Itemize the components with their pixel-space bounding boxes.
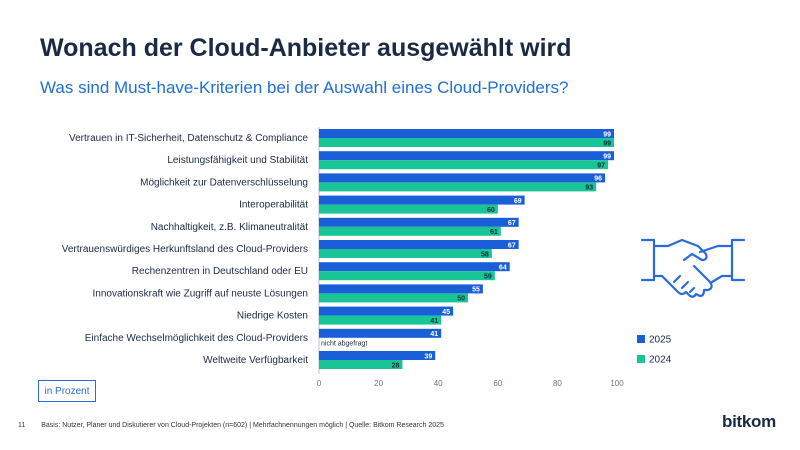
x-tick-label: 60 <box>493 379 502 388</box>
category-label: Niedrige Kosten <box>237 311 308 322</box>
data-label: 96 <box>594 176 602 183</box>
bar-2025 <box>319 217 519 227</box>
page-subtitle: Was sind Must-have-Kriterien bei der Aus… <box>40 78 569 97</box>
data-label: 41 <box>430 331 438 338</box>
bar-2025 <box>319 284 483 294</box>
data-label: 45 <box>442 309 450 316</box>
data-label: 99 <box>603 131 611 138</box>
category-label: Leistungsfähigkeit und Stabilität <box>167 155 308 166</box>
category-label: Innovationskraft wie Zugriff auf neuste … <box>92 288 308 299</box>
bar-2024 <box>319 293 468 303</box>
x-tick-label: 40 <box>434 379 443 388</box>
bar-2025 <box>319 173 606 183</box>
category-label: Vertrauen in IT-Sicherheit, Datenschutz … <box>69 133 308 144</box>
category-label: Einfache Wechselmöglichkeit des Cloud-Pr… <box>85 333 308 344</box>
data-label: 61 <box>490 229 498 236</box>
unit-label: in Prozent <box>38 380 96 402</box>
bitkom-logo: bitkom <box>722 412 776 431</box>
category-label: Interoperabilität <box>239 200 308 211</box>
bar-2024 <box>319 249 492 258</box>
bar-2024 <box>319 271 495 281</box>
data-label: 50 <box>457 296 465 303</box>
data-label: 93 <box>585 185 593 192</box>
category-label: Nachhaltigkeit, z.B. Klimaneutralität <box>151 222 309 233</box>
bar-2024 <box>319 226 501 236</box>
data-label: 67 <box>508 242 516 249</box>
bar-2024 <box>319 160 609 170</box>
category-label: Rechenzentren in Deutschland oder EU <box>132 266 308 277</box>
bar-2025 <box>319 129 615 138</box>
data-label: 69 <box>514 198 522 205</box>
data-label: 97 <box>597 163 605 170</box>
bar-2025 <box>319 351 436 360</box>
footer: 11 Basis: Nutzer, Planer und Diskutierer… <box>18 422 444 429</box>
bar-2024 <box>319 138 615 147</box>
data-label: 99 <box>603 154 611 161</box>
x-tick-label: 100 <box>610 379 624 388</box>
data-label: 64 <box>499 265 507 272</box>
x-tick-label: 0 <box>317 379 322 388</box>
category-label: Weltweite Verfügbarkeit <box>203 355 308 366</box>
bar-2025 <box>319 195 525 205</box>
bar-2024 <box>319 182 597 192</box>
x-tick-label: 20 <box>374 379 383 388</box>
handshake-icon <box>640 238 746 298</box>
legend-swatch-2024 <box>637 355 645 363</box>
data-label: 41 <box>430 318 438 325</box>
page-title: Wonach der Cloud-Anbieter ausgewählt wir… <box>40 34 572 62</box>
bar-2025 <box>319 262 510 272</box>
legend-label: 2024 <box>649 355 672 366</box>
bar-2025 <box>319 306 454 316</box>
bar-2025 <box>319 240 519 249</box>
data-label: 28 <box>392 362 400 369</box>
data-label: 59 <box>484 274 492 281</box>
data-label: 99 <box>603 140 611 147</box>
bar-2024 <box>319 315 442 325</box>
data-label: 58 <box>481 251 489 258</box>
data-label: 67 <box>508 220 516 227</box>
bar-2024 <box>319 360 403 369</box>
page-number: 11 <box>18 422 26 429</box>
legend-swatch-2025 <box>637 335 645 343</box>
x-tick-label: 80 <box>553 379 562 388</box>
category-label: Vertrauenswürdiges Herkunftsland des Clo… <box>62 244 308 255</box>
data-label: 60 <box>487 207 495 214</box>
footer-note: Basis: Nutzer, Planer und Diskutierer vo… <box>41 422 444 429</box>
bar-2024 <box>319 204 498 214</box>
bar-2025 <box>319 328 442 338</box>
missing-label: nicht abgefragt <box>321 340 367 347</box>
data-label: 39 <box>424 353 432 360</box>
legend-label: 2025 <box>649 335 672 346</box>
category-label: Möglichkeit zur Datenverschlüsselung <box>140 177 308 188</box>
data-label: 55 <box>472 287 480 294</box>
bar-2025 <box>319 151 615 161</box>
